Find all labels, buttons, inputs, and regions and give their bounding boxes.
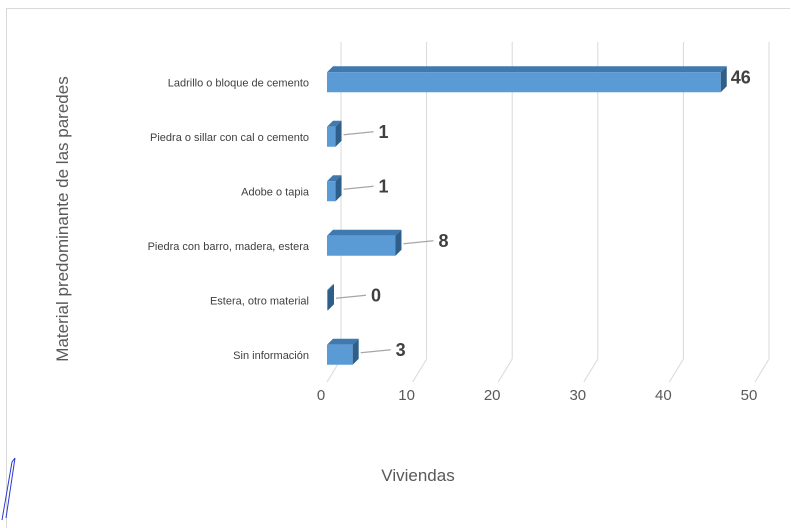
chart-frame [6,8,790,528]
bar [327,72,721,93]
data-label: 1 [379,122,389,142]
data-label-leader [343,131,374,136]
category-label: Piedra con barro, madera, estera [148,241,310,253]
data-label-leader [403,240,434,245]
x-tick-label: 20 [484,387,501,404]
category-label: Estera, otro material [210,295,309,307]
gridline-floor [497,358,513,383]
bar-side [395,229,402,256]
data-label: 1 [379,176,389,196]
x-tick-label: 10 [398,387,415,404]
category-label: Sin información [233,350,309,362]
bar [327,344,353,365]
x-tick-label: 30 [569,387,586,404]
data-label-leader [343,185,374,190]
scribble-decoration [1,457,16,521]
data-label: 3 [396,340,406,360]
bar-top [327,338,359,345]
x-tick-label: 0 [317,387,325,404]
data-label: 8 [438,231,448,251]
bar-side [328,284,334,311]
bar-side [335,175,342,202]
bar [327,181,336,202]
bar-side [352,338,359,365]
data-label-leader [360,349,391,354]
bar-top [327,284,334,291]
bar-top [327,66,727,73]
gridline-floor [583,358,599,383]
data-label-leader [335,294,367,299]
x-tick-label: 40 [655,387,672,404]
gridline-floor [668,358,684,383]
x-tick-label: 50 [741,387,758,404]
bar [327,126,336,147]
category-label: Adobe o tapia [241,186,310,198]
gridline-floor [412,358,428,383]
bar-top [327,120,342,127]
data-label: 46 [731,67,751,87]
bar [327,235,396,256]
bar [327,290,328,311]
category-label: Piedra o sillar con cal o cemento [150,132,309,144]
category-label: Ladrillo o bloque de cemento [168,77,309,89]
data-label: 0 [371,285,381,305]
bar-top [327,229,402,236]
bar-side [720,66,727,93]
x-axis-title: Viviendas [381,466,455,485]
bar-side [335,120,342,147]
bar-top [327,175,342,182]
gridline-floor [754,358,770,383]
